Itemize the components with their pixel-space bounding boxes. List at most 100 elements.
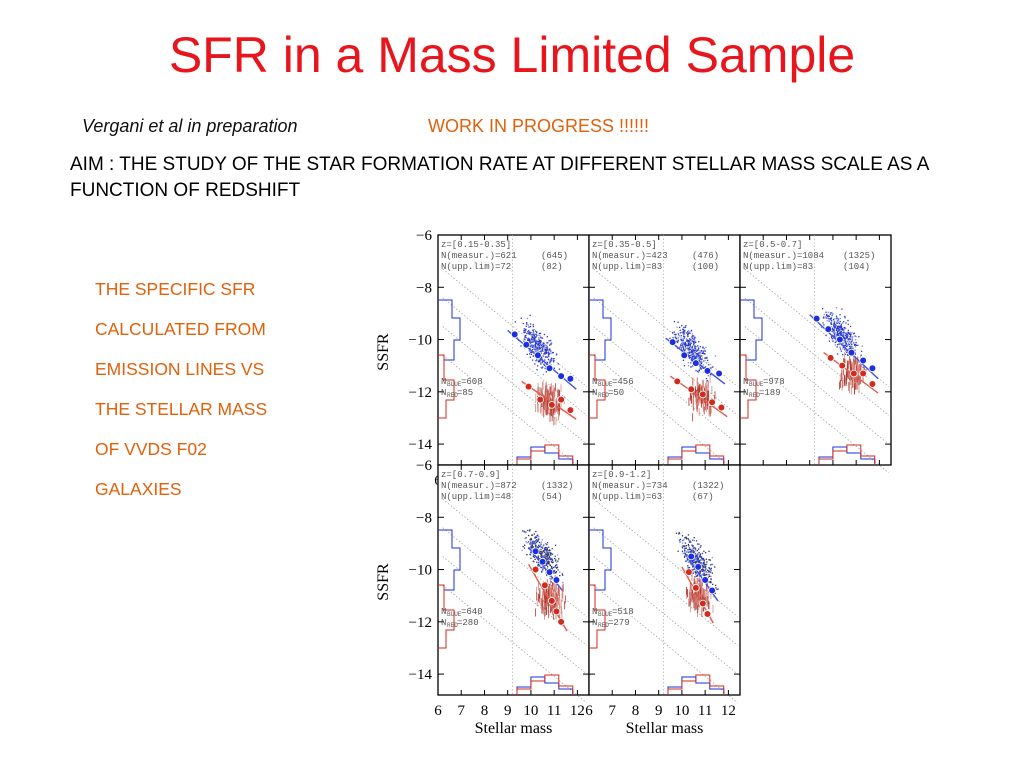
blue-ssfr-histogram bbox=[589, 529, 612, 591]
panel-frame bbox=[437, 234, 590, 466]
blue-count-subscript: BLUE bbox=[447, 381, 462, 388]
red-count-symbol: N bbox=[743, 388, 748, 398]
redshift-bin-label: z=[0.35-0.5] bbox=[592, 240, 657, 250]
measured-total: (1322) bbox=[692, 481, 724, 491]
red-mass-histogram bbox=[516, 444, 574, 465]
blue-trend-line bbox=[809, 314, 879, 380]
y-axis-label: SSFR bbox=[375, 333, 392, 371]
x-tick-label: 12 bbox=[721, 703, 736, 719]
red-mass-histogram bbox=[667, 674, 725, 695]
panel-frame bbox=[588, 464, 741, 696]
guide-line bbox=[744, 354, 889, 474]
description-line: OF VVDS F02 bbox=[95, 439, 207, 459]
y-tick-label: −14 bbox=[409, 667, 433, 683]
upper-limit-count: N(upp.lim)=72 bbox=[441, 262, 511, 272]
red-median-point bbox=[566, 406, 575, 414]
blue-median-point bbox=[694, 563, 702, 571]
red-median-point bbox=[868, 380, 877, 388]
red-ssfr-histogram bbox=[740, 354, 757, 419]
upper-limit-total: (67) bbox=[692, 492, 714, 502]
red-ssfr-histogram bbox=[438, 584, 455, 649]
measured-count: N(measur.)=734 bbox=[592, 481, 668, 491]
blue-count: =978 bbox=[763, 377, 785, 387]
red-median-point bbox=[557, 618, 565, 626]
redshift-bin-label: z=[0.9-1.2] bbox=[592, 470, 651, 480]
x-tick-label: 12 bbox=[570, 703, 585, 719]
x-tick-label: 11 bbox=[698, 703, 712, 719]
blue-ssfr-histogram bbox=[589, 299, 612, 361]
blue-median-point bbox=[687, 552, 696, 561]
measured-total: (476) bbox=[692, 251, 719, 261]
blue-median-point bbox=[692, 359, 700, 367]
guide-line bbox=[744, 297, 889, 416]
measured-total: (1325) bbox=[843, 251, 875, 261]
y-tick-label: −12 bbox=[409, 615, 432, 631]
upper-limit-count: N(upp.lim)=83 bbox=[743, 262, 813, 272]
blue-median-point bbox=[557, 372, 565, 380]
blue-count: =456 bbox=[612, 377, 634, 387]
red-median-point bbox=[557, 395, 565, 404]
aim-text: AIM : THE STUDY OF THE STAR FORMATION RA… bbox=[70, 154, 929, 201]
guide-line bbox=[442, 527, 587, 646]
x-tick-label: 10 bbox=[674, 703, 689, 719]
red-count: =50 bbox=[608, 388, 624, 398]
guide-line bbox=[593, 268, 738, 387]
description-list: THE SPECIFIC SFR CALCULATED FROM EMISSIO… bbox=[95, 278, 345, 518]
blue-median-point bbox=[545, 568, 554, 576]
red-median-point bbox=[524, 382, 533, 391]
blue-trend-line bbox=[507, 329, 577, 390]
red-count-subscript: RED bbox=[447, 622, 458, 629]
x-tick-label: 8 bbox=[481, 703, 489, 719]
blue-count-symbol: N bbox=[592, 377, 597, 387]
red-median-point bbox=[692, 584, 700, 592]
red-median-point bbox=[552, 607, 561, 616]
measured-total: (645) bbox=[541, 251, 568, 261]
blue-median-point bbox=[868, 364, 877, 373]
red-count-symbol: N bbox=[592, 618, 597, 628]
red-count-symbol: N bbox=[441, 388, 446, 398]
blue-count-subscript: BLUE bbox=[749, 381, 764, 388]
x-tick-label: 9 bbox=[655, 703, 663, 719]
measured-total: (1332) bbox=[541, 481, 573, 491]
y-tick-label: −12 bbox=[409, 385, 432, 401]
red-median-point bbox=[717, 403, 726, 412]
citation: Vergani et al in preparation bbox=[82, 116, 298, 136]
blue-count: =608 bbox=[461, 377, 483, 387]
measured-count: N(measur.)=1084 bbox=[743, 251, 824, 261]
guide-line bbox=[442, 268, 587, 387]
panel-2: z=[0.35-0.5]N(measur.)=423 (476) N(upp.lim… bbox=[588, 234, 741, 474]
red-median-point bbox=[548, 401, 556, 409]
upper-limit-count: N(upp.lim)=83 bbox=[592, 262, 662, 272]
upper-limit-total: (54) bbox=[541, 492, 563, 502]
blue-ssfr-histogram bbox=[438, 299, 461, 361]
blue-median-point bbox=[824, 325, 833, 333]
red-count: =280 bbox=[457, 618, 479, 628]
blue-median-point bbox=[531, 547, 540, 556]
red-median-point bbox=[536, 395, 545, 404]
red-median-point bbox=[838, 361, 847, 370]
slide-title: SFR in a Mass Limited Sample bbox=[168, 27, 856, 83]
red-count: =189 bbox=[759, 388, 781, 398]
red-count-subscript: RED bbox=[598, 392, 609, 399]
x-axis-label: Stellar mass bbox=[626, 720, 704, 737]
upper-limit-total: (82) bbox=[541, 262, 563, 272]
blue-count-symbol: N bbox=[441, 377, 446, 387]
red-count: =279 bbox=[608, 618, 630, 628]
x-tick-label: 10 bbox=[523, 703, 538, 719]
guide-line bbox=[744, 326, 889, 445]
blue-median-point bbox=[668, 338, 677, 346]
guide-line bbox=[442, 556, 587, 675]
red-count-symbol: N bbox=[592, 388, 597, 398]
blue-count-symbol: N bbox=[592, 607, 597, 617]
y-tick-label: −8 bbox=[416, 280, 432, 296]
blue-median-point bbox=[836, 335, 844, 344]
description-line: CALCULATED FROM bbox=[95, 319, 266, 339]
x-tick-label: 8 bbox=[632, 703, 640, 719]
red-mass-histogram bbox=[818, 444, 876, 465]
panel-frame bbox=[437, 464, 590, 696]
red-median-point bbox=[548, 597, 556, 605]
red-median-point bbox=[703, 610, 712, 618]
guide-line bbox=[593, 527, 738, 646]
blue-count: =518 bbox=[612, 607, 634, 617]
blue-median-point bbox=[703, 367, 712, 375]
